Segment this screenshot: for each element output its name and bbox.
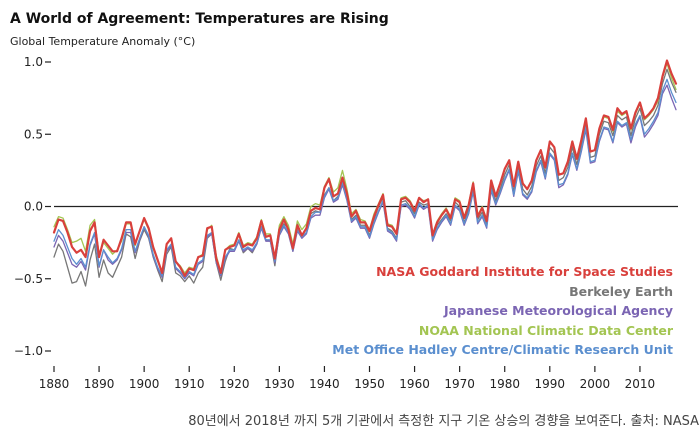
x-tick-label: 1990 xyxy=(535,377,566,391)
series-line-noaa xyxy=(53,62,677,274)
x-tick-label: 1890 xyxy=(84,377,115,391)
y-tick-label: 0.0 xyxy=(24,200,43,214)
x-tick-label: 1880 xyxy=(39,377,70,391)
y-axis-label: Global Temperature Anomaly (°C) xyxy=(10,35,196,48)
x-tick-label: 2000 xyxy=(580,377,611,391)
x-tick-label: 1980 xyxy=(489,377,520,391)
x-tick-label: 1910 xyxy=(174,377,205,391)
legend-item-berkeley: Berkeley Earth xyxy=(569,283,673,299)
x-tick-label: 1960 xyxy=(399,377,430,391)
y-tick-label: −0.5 xyxy=(14,272,43,286)
x-tick-label: 1900 xyxy=(129,377,160,391)
chart-legend: NASA Goddard Institute for Space Studies… xyxy=(332,262,673,360)
series-line-nasa xyxy=(52,59,678,277)
legend-item-nasa: NASA Goddard Institute for Space Studies xyxy=(376,264,673,279)
legend-item-noaa: NOAA National Climatic Data Center xyxy=(418,322,673,338)
x-tick-label: 1950 xyxy=(354,377,385,391)
x-tick-label: 1920 xyxy=(219,377,250,391)
y-tick-label: −1.0 xyxy=(14,344,43,358)
x-tick-label: 1970 xyxy=(444,377,475,391)
legend-item-jma: Japanese Meteorological Agency xyxy=(444,303,673,318)
series-line-berkeley xyxy=(53,68,677,287)
figure-caption: 80년에서 2018년 까지 5개 기관에서 측정한 지구 기온 상승의 경향을… xyxy=(188,414,699,429)
y-tick-label: 0.5 xyxy=(24,127,43,141)
x-tick-label: 1930 xyxy=(264,377,295,391)
x-tick-label: 1940 xyxy=(309,377,340,391)
legend-item-hadcru: Met Office Hadley Centre/Climatic Resear… xyxy=(332,342,673,357)
series-line-jma xyxy=(53,84,677,280)
chart-title: A World of Agreement: Temperatures are R… xyxy=(10,11,389,27)
y-tick-label: 1.0 xyxy=(24,55,43,69)
x-tick-label: 2010 xyxy=(625,377,656,391)
series-line-hadcru xyxy=(53,78,677,278)
